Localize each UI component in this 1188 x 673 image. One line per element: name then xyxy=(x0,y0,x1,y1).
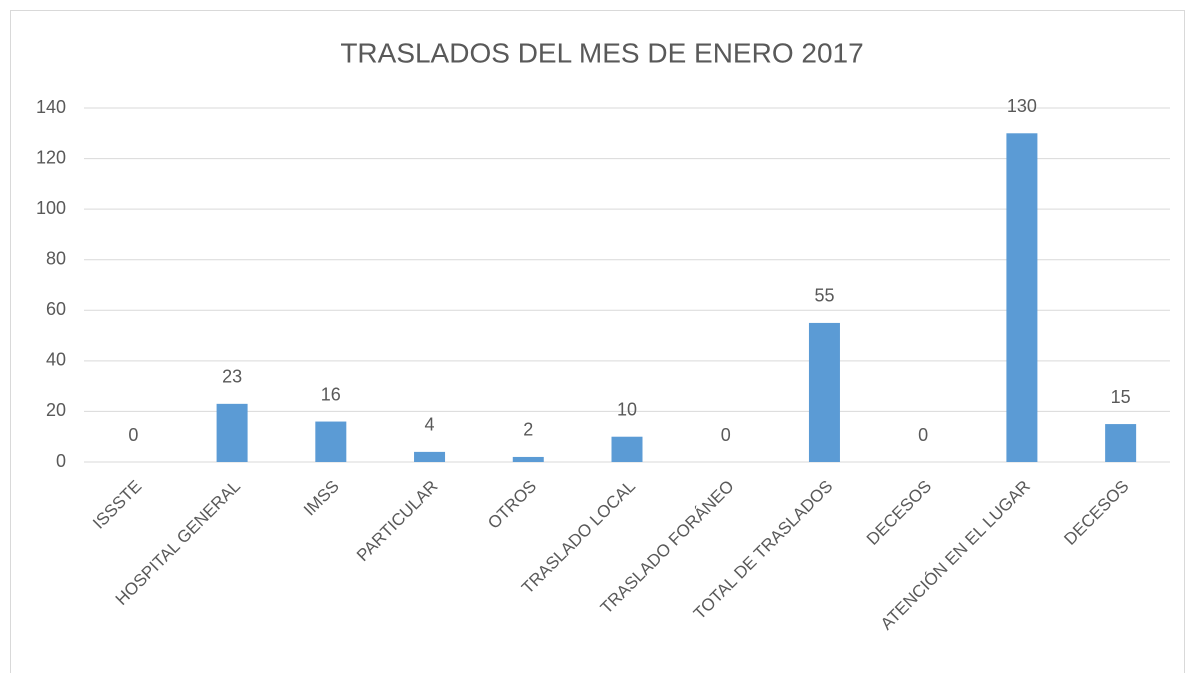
bar xyxy=(611,436,643,462)
data-label: 16 xyxy=(321,384,341,404)
data-label: 4 xyxy=(425,415,435,435)
data-label: 0 xyxy=(721,425,731,445)
y-tick-label: 140 xyxy=(36,97,66,117)
y-tick-label: 100 xyxy=(36,198,66,218)
chart-title: TRASLADOS DEL MES DE ENERO 2017 xyxy=(340,37,863,68)
data-label: 2 xyxy=(523,420,533,440)
data-label: 55 xyxy=(814,286,834,306)
bar xyxy=(414,451,446,462)
y-tick-label: 120 xyxy=(36,147,66,167)
y-tick-label: 80 xyxy=(46,248,66,268)
data-label: 0 xyxy=(918,425,928,445)
data-label: 10 xyxy=(617,399,637,419)
bar xyxy=(315,421,347,462)
data-label: 23 xyxy=(222,367,242,387)
bar xyxy=(512,456,544,462)
y-tick-label: 40 xyxy=(46,350,66,370)
data-label: 130 xyxy=(1007,96,1037,116)
y-tick-label: 60 xyxy=(46,299,66,319)
data-label: 0 xyxy=(128,425,138,445)
y-tick-label: 20 xyxy=(46,400,66,420)
bar xyxy=(1006,133,1038,463)
bar xyxy=(1105,424,1137,462)
data-label: 15 xyxy=(1111,387,1131,407)
bar xyxy=(216,403,248,462)
chart-frame xyxy=(10,10,1185,673)
bar xyxy=(808,322,840,462)
y-tick-label: 0 xyxy=(56,451,66,471)
